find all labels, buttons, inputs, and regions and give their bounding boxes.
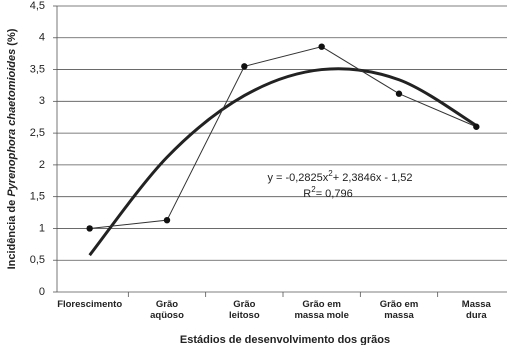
y-axis-label-part: Pyrenophora chaetomioides <box>6 49 18 197</box>
equation-part: R <box>303 188 311 200</box>
equation: y = -0,2825x2+ 2,3846x - 1,52 <box>267 169 412 184</box>
trendline <box>88 67 478 257</box>
x-tick-label-line: massa <box>384 310 414 321</box>
y-tick-label: 0,5 <box>30 254 45 266</box>
y-tick-label: 2,5 <box>30 127 45 139</box>
equation-part: = 0,796 <box>316 188 353 200</box>
data-point <box>473 123 480 130</box>
x-tick-label: Florescimento <box>57 299 122 310</box>
data-point <box>241 63 248 70</box>
y-tick-label: 4 <box>39 32 45 44</box>
data-point <box>86 225 93 232</box>
y-tick-label: 3 <box>39 95 45 107</box>
data-point <box>318 43 325 50</box>
y-axis-label: Incidência de Pyrenophora chaetomioides … <box>6 28 18 269</box>
y-axis-label-part: Incidência de <box>6 197 18 270</box>
x-tick-label-line: Grão em <box>302 299 341 310</box>
equation-part: y = -0,2825x <box>267 172 328 184</box>
x-tick-label-line: Grão em <box>380 299 419 310</box>
x-tick-label-line: Massa <box>462 299 492 310</box>
x-tick-label-line: dura <box>466 310 487 321</box>
x-tick-label-line: Grão <box>156 299 178 310</box>
equation-part: 2 <box>311 185 316 194</box>
x-tick-label-line: Florescimento <box>57 299 122 310</box>
x-tick-label: Massa dura <box>462 299 492 321</box>
x-tick-label-line: leitoso <box>229 310 260 321</box>
y-tick-label: 4,5 <box>30 0 45 12</box>
equation-part: + 2,3846x - 1,52 <box>333 172 413 184</box>
equation: R2= 0,796 <box>303 185 352 200</box>
x-tick-label-line: Grão <box>233 299 255 310</box>
series-line <box>89 46 477 229</box>
y-tick-label: 0 <box>39 286 45 298</box>
y-axis-label-part: (%) <box>6 28 18 49</box>
data-point <box>395 90 403 97</box>
y-tick-label: 3,5 <box>30 63 45 75</box>
x-tick-label: Grão leitoso <box>229 299 260 321</box>
x-tick-label: Grão em massa <box>380 299 419 321</box>
x-tick-label-line: aqüoso <box>150 310 184 321</box>
x-axis-label: Estádios de desenvolvimento dos grãos <box>180 334 390 345</box>
data-point <box>163 216 171 224</box>
y-tick-label: 2 <box>39 159 45 171</box>
x-tick-label: Grão aqüoso <box>150 299 184 321</box>
x-tick-label-line: massa mole <box>294 310 348 321</box>
y-tick-label: 1,5 <box>30 191 45 203</box>
equation-part: 2 <box>328 169 333 178</box>
x-tick-label: Grão em massa mole <box>294 299 348 321</box>
y-tick-label: 1 <box>39 222 45 234</box>
